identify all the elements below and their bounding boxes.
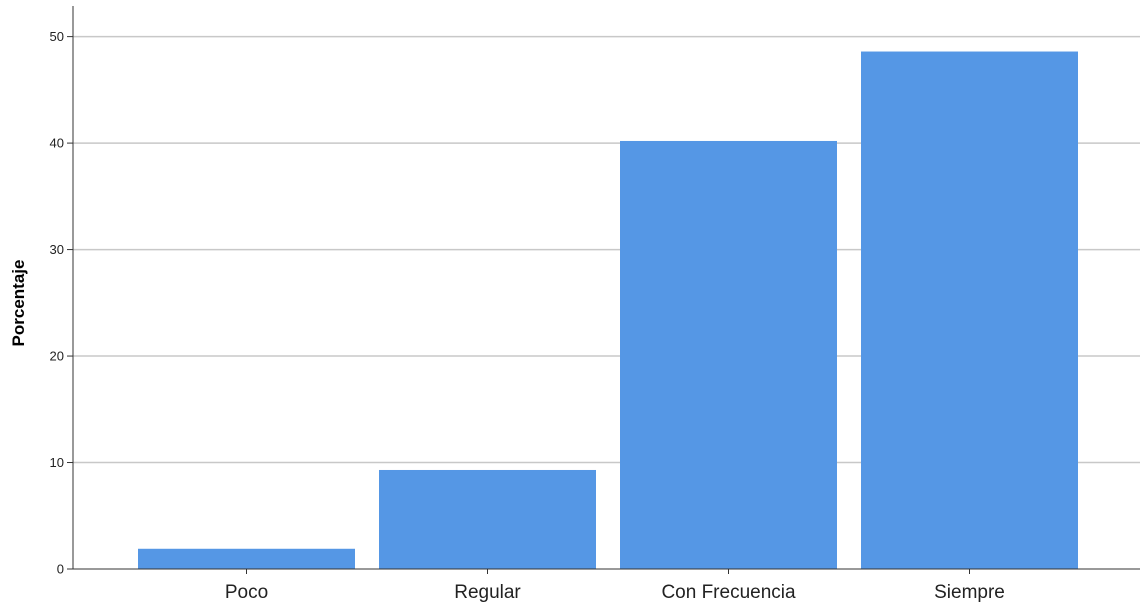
y-tick-label: 40	[50, 136, 64, 151]
x-category-label: Regular	[454, 582, 521, 603]
x-category-label: Poco	[225, 582, 268, 603]
y-axis-title: Porcentaje	[9, 260, 28, 347]
bar-poco	[138, 548, 355, 569]
y-tick-label: 20	[50, 349, 64, 364]
y-tick-label: 10	[50, 455, 64, 470]
y-tick-label: 50	[50, 29, 64, 44]
bars	[138, 51, 1078, 570]
bar-con-frecuencia	[620, 140, 837, 570]
y-tick-labels: 0 10 20 30 40 50	[50, 29, 73, 577]
x-category-label: Con Frecuencia	[661, 582, 796, 603]
x-category-labels: Poco Regular Con Frecuencia Siempre	[225, 569, 1005, 603]
x-category-label: Siempre	[934, 582, 1005, 603]
axes	[72, 6, 1140, 570]
y-tick-label: 30	[50, 242, 64, 257]
bar-siempre	[861, 51, 1078, 570]
bar-regular	[379, 469, 596, 569]
y-tick-label: 0	[57, 562, 64, 577]
